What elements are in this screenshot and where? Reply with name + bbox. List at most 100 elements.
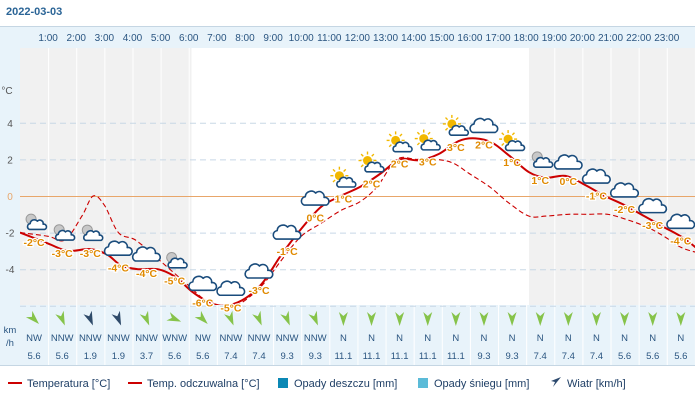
temp-value-label: 0°C (306, 212, 324, 224)
hour-label: 6:00 (179, 33, 199, 44)
plot-day-area (191, 48, 529, 305)
temp-value-label: -4°C (670, 236, 692, 248)
wind-speed-label: 1.9 (112, 351, 125, 362)
sun-ray (371, 153, 375, 157)
hour-label: 12:00 (345, 33, 370, 44)
cloud-shape (54, 229, 76, 241)
wind-row: km/h NW5.6NNW5.6NNW1.9NNW1.9NNW3.7WNW5.6N… (4, 310, 687, 362)
wind-unit-km: km (4, 325, 17, 336)
wind-arrow-icon (25, 310, 40, 324)
cloud-icon (244, 263, 274, 279)
wind-direction-label: NNW (135, 333, 158, 344)
wind-arrow-icon (252, 310, 262, 326)
cloud-shape (420, 139, 441, 151)
cloud-shape (26, 219, 48, 231)
wind-speed-label: 9.3 (477, 351, 490, 362)
cloud-shape (392, 141, 413, 153)
wind-arrow-icon (620, 312, 630, 326)
wind-arrow-shape (166, 312, 182, 322)
wind-arrow-icon (676, 312, 686, 326)
sun-ray (388, 144, 392, 148)
wind-arrow-shape (620, 312, 630, 326)
wind-arrow-shape (308, 310, 318, 326)
hour-label: 23:00 (654, 33, 679, 44)
sun-cloud-icon (358, 151, 385, 173)
wind-arrow-shape (224, 310, 234, 326)
cloud-shape (638, 197, 668, 214)
sun-ray (455, 117, 459, 121)
wind-speed-label: 7.4 (252, 351, 265, 362)
wind-direction-label: NNW (79, 333, 102, 344)
cloud-shape (244, 263, 274, 279)
cloud-icon (469, 117, 499, 134)
wind-speed-label: 5.6 (674, 351, 687, 362)
temp-value-label: 2°C (475, 140, 493, 152)
temperature-labels: -2°C -3°C -3°C -4°C -4°C -5°C -6°C -5°C -3°C -1°C… (22, 138, 693, 315)
wind-arrow-shape (395, 312, 405, 326)
hour-label: 13:00 (373, 33, 398, 44)
cloud-shape (216, 280, 246, 297)
legend-swatch-temperature (8, 382, 22, 385)
temperature-series (20, 137, 695, 305)
wind-speed-label: 1.9 (84, 351, 97, 362)
hour-label: 8:00 (235, 33, 255, 44)
wind-direction-label: NNW (51, 333, 74, 344)
wind-speed-label: 7.4 (534, 351, 547, 362)
temp-value-label: -3°C (80, 248, 102, 260)
wind-speed-label: 11.1 (363, 351, 381, 362)
wind-arrow-shape (423, 312, 433, 326)
sun-ray (360, 164, 364, 168)
wind-direction-label: N (396, 333, 403, 344)
hour-label: 1:00 (38, 33, 58, 44)
wind-speed-label: 7.4 (590, 351, 603, 362)
wind-speed-label: 9.3 (505, 351, 518, 362)
wind-arrow-icon (395, 312, 405, 326)
partly-cloudy-night-icon (53, 224, 76, 241)
sun-cloud-icon (414, 129, 441, 151)
cloud-shape (469, 117, 499, 134)
wind-speed-label: 5.6 (196, 351, 209, 362)
wind-direction-label: N (593, 333, 600, 344)
wind-arrow-icon (194, 310, 208, 324)
temp-value-label: 3°C (419, 157, 437, 169)
hour-label: 17:00 (486, 33, 511, 44)
wind-speed-label: 3.7 (140, 351, 153, 362)
chart-legend: Temperatura [°C] Temp. odczuwalna [°C] O… (0, 372, 695, 398)
y-axis-unit: °C (1, 86, 12, 97)
cloud-icon (272, 224, 302, 240)
wind-direction-label: N (621, 333, 628, 344)
sun-cloud-icon (442, 114, 470, 137)
legend-label-wind: Wiatr [km/h] (567, 378, 626, 390)
wind-arrow-shape (139, 310, 150, 326)
wind-direction-label: N (649, 333, 656, 344)
forecast-chart: 1:00 2:00 3:00 4:00 5:00 6:00 7:00 8:00 9:00 10:0… (0, 26, 695, 366)
sun-ray (343, 168, 347, 172)
temp-value-label: -5°C (164, 276, 186, 288)
sun-ray (416, 142, 420, 146)
wind-speed-label: 5.6 (646, 351, 659, 362)
temp-value-label: -6°C (192, 297, 214, 309)
cloud-shape (532, 156, 554, 168)
wind-arrow-icon (591, 312, 601, 326)
temperature-line (20, 137, 695, 305)
wind-direction-label: N (565, 333, 572, 344)
cloud-shape (364, 161, 385, 173)
wind-arrow-icon (139, 310, 150, 326)
wind-direction-label: N (481, 333, 488, 344)
legend-item-temperature: Temperatura [°C] (8, 378, 110, 390)
hour-label: 19:00 (542, 33, 567, 44)
sun-ray (399, 133, 403, 137)
wind-arrow-icon (563, 312, 573, 326)
cloud-shape (336, 176, 357, 188)
chart-date: 2022-03-03 (6, 6, 63, 18)
sun-ray (416, 131, 420, 135)
partly-cloudy-night-icon (166, 252, 188, 269)
y-axis-band (0, 26, 20, 365)
temp-value-label: 1°C (531, 175, 549, 187)
wind-speed-label: 11.1 (447, 351, 465, 362)
hour-label: 18:00 (514, 33, 539, 44)
cloud-icon (188, 275, 218, 292)
wind-arrow-shape (83, 310, 93, 326)
cloud-shape (188, 275, 218, 292)
